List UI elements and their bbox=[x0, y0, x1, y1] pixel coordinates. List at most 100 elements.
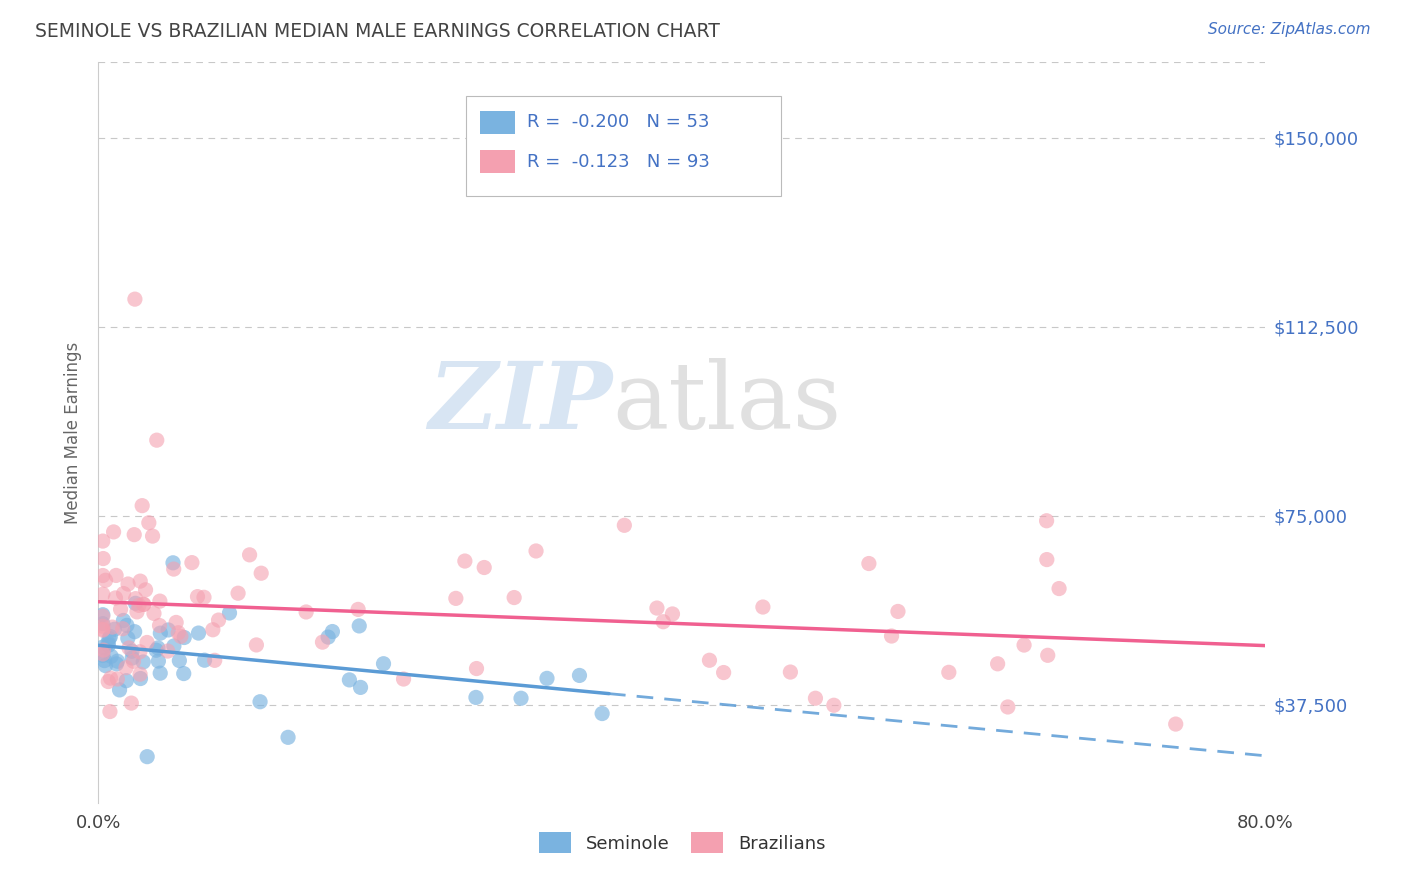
Point bbox=[94, 574, 117, 588]
Point bbox=[124, 624, 146, 639]
Point bbox=[101, 620, 124, 634]
Point bbox=[239, 548, 262, 562]
Point bbox=[591, 706, 613, 721]
Point bbox=[699, 653, 721, 667]
Point bbox=[858, 557, 880, 571]
Point bbox=[713, 665, 735, 680]
Bar bbox=[479, 111, 515, 135]
Point bbox=[143, 607, 166, 621]
Text: SEMINOLE VS BRAZILIAN MEDIAN MALE EARNINGS CORRELATION CHART: SEMINOLE VS BRAZILIAN MEDIAN MALE EARNIN… bbox=[35, 22, 720, 41]
Text: R =  -0.200   N = 53: R = -0.200 N = 53 bbox=[527, 113, 709, 131]
Point bbox=[465, 690, 488, 705]
Point bbox=[129, 672, 152, 686]
Point bbox=[295, 605, 318, 619]
Point bbox=[987, 657, 1010, 671]
Y-axis label: Median Male Earnings: Median Male Earnings bbox=[65, 342, 83, 524]
FancyBboxPatch shape bbox=[465, 95, 782, 195]
Legend: Seminole, Brazilians: Seminole, Brazilians bbox=[531, 825, 832, 861]
Point bbox=[136, 749, 159, 764]
Point bbox=[91, 619, 114, 633]
Text: atlas: atlas bbox=[612, 358, 841, 448]
Point bbox=[105, 657, 128, 671]
Point bbox=[100, 671, 122, 685]
Point bbox=[465, 661, 488, 675]
Point bbox=[524, 544, 547, 558]
Point bbox=[98, 705, 121, 719]
Point bbox=[97, 638, 120, 652]
Point bbox=[136, 635, 159, 649]
Point bbox=[392, 672, 415, 686]
Point bbox=[1036, 552, 1059, 566]
Point bbox=[349, 681, 371, 695]
Text: R =  -0.123   N = 93: R = -0.123 N = 93 bbox=[527, 153, 710, 170]
Point bbox=[149, 666, 172, 681]
Point bbox=[201, 623, 224, 637]
Point bbox=[124, 292, 146, 306]
Point bbox=[91, 640, 114, 654]
Point bbox=[112, 586, 135, 600]
Point bbox=[117, 577, 139, 591]
Point bbox=[997, 700, 1019, 714]
Point bbox=[613, 518, 636, 533]
Point bbox=[645, 601, 668, 615]
Point bbox=[91, 647, 114, 661]
Point bbox=[91, 622, 114, 636]
Point bbox=[129, 574, 152, 588]
Point bbox=[373, 657, 395, 671]
Point bbox=[887, 604, 910, 618]
Point bbox=[165, 615, 187, 630]
Point bbox=[111, 622, 134, 636]
Point bbox=[112, 614, 135, 628]
Point bbox=[156, 644, 179, 658]
Point bbox=[91, 623, 114, 637]
Point bbox=[1047, 582, 1070, 596]
Text: Source: ZipAtlas.com: Source: ZipAtlas.com bbox=[1208, 22, 1371, 37]
Point bbox=[132, 655, 155, 669]
Point bbox=[120, 696, 142, 710]
Point bbox=[138, 516, 160, 530]
Point bbox=[163, 562, 186, 576]
Point bbox=[157, 623, 180, 637]
Point bbox=[105, 672, 128, 686]
Point bbox=[167, 625, 190, 640]
Point bbox=[245, 638, 267, 652]
Point bbox=[779, 665, 801, 679]
Point bbox=[752, 600, 775, 615]
Point bbox=[454, 554, 477, 568]
Point bbox=[104, 591, 127, 605]
Point bbox=[1036, 648, 1059, 663]
Point bbox=[115, 661, 138, 675]
Point bbox=[132, 598, 155, 612]
Point bbox=[124, 591, 146, 606]
Point bbox=[122, 527, 145, 541]
Point bbox=[218, 606, 240, 620]
Point bbox=[93, 643, 115, 657]
Point bbox=[149, 626, 172, 640]
Point bbox=[204, 653, 226, 667]
Point bbox=[510, 691, 533, 706]
Point bbox=[1012, 638, 1035, 652]
Point bbox=[938, 665, 960, 680]
Point bbox=[1035, 514, 1057, 528]
Point bbox=[94, 658, 117, 673]
Point bbox=[118, 640, 141, 655]
Point bbox=[145, 643, 167, 657]
Point bbox=[117, 632, 139, 646]
Point bbox=[170, 629, 193, 643]
Point bbox=[91, 534, 114, 549]
Point bbox=[207, 613, 229, 627]
Point bbox=[115, 618, 138, 632]
Point bbox=[129, 667, 152, 681]
Point bbox=[339, 673, 361, 687]
Point bbox=[148, 654, 170, 668]
Point bbox=[124, 596, 146, 610]
Point bbox=[186, 590, 208, 604]
Point bbox=[128, 599, 150, 613]
Point bbox=[162, 556, 184, 570]
Point bbox=[121, 644, 143, 658]
Point bbox=[98, 630, 121, 644]
Point bbox=[91, 616, 114, 631]
Point bbox=[122, 654, 145, 668]
Point bbox=[108, 682, 131, 697]
Point bbox=[91, 609, 114, 624]
